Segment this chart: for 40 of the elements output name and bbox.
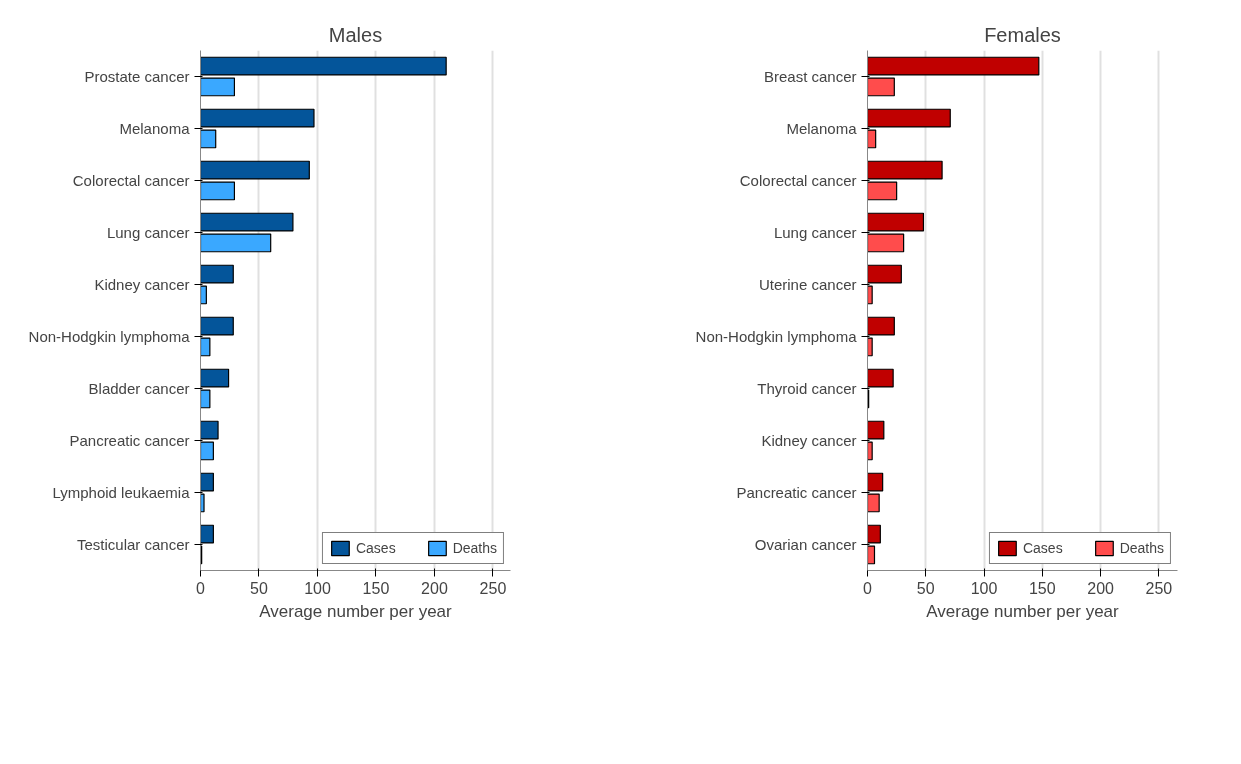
- chart-title: Females: [984, 23, 1061, 46]
- legend-label: Cases: [355, 540, 396, 556]
- chart-title: Males: [328, 23, 383, 46]
- y-tick-label: Non-Hodgkin lymphoma: [695, 328, 858, 345]
- x-tick-label: 100: [304, 579, 331, 597]
- y-tick-label: Lung cancer: [773, 224, 857, 241]
- x-tick-label: 100: [970, 579, 998, 597]
- y-tick-label: Ovarian cancer: [754, 536, 857, 553]
- y-tick-label: Testicular cancer: [76, 536, 190, 553]
- y-tick-label: Colorectal cancer: [739, 172, 857, 189]
- x-tick-label: 200: [421, 579, 448, 597]
- y-tick-label: Uterine cancer: [758, 276, 857, 293]
- y-tick-label: Lung cancer: [106, 224, 190, 241]
- y-tick-label: Breast cancer: [763, 68, 857, 85]
- y-tick-label: Prostate cancer: [84, 68, 190, 85]
- x-tick-label: 150: [1028, 579, 1056, 597]
- legend-label: Cases: [1022, 540, 1063, 556]
- x-tick-label: 250: [1145, 579, 1173, 597]
- x-tick-label: 200: [1087, 579, 1115, 597]
- x-axis-title: Average number per year: [926, 601, 1120, 621]
- y-tick-label: Non-Hodgkin lymphoma: [28, 328, 191, 345]
- x-tick-label: 250: [479, 579, 507, 597]
- y-tick-label: Bladder cancer: [88, 380, 190, 397]
- x-tick-label: 50: [250, 579, 268, 597]
- x-axis-title: Average number per year: [259, 601, 453, 621]
- x-tick-label: 50: [916, 579, 935, 597]
- y-tick-label: Kidney cancer: [94, 276, 190, 293]
- y-tick-label: Thyroid cancer: [757, 380, 857, 397]
- y-tick-label: Kidney cancer: [761, 432, 857, 449]
- legend-label: Deaths: [452, 540, 497, 556]
- x-tick-label: 0: [863, 579, 873, 597]
- y-tick-label: Pancreatic cancer: [69, 432, 190, 449]
- x-tick-label: 150: [362, 579, 390, 597]
- y-tick-label: Pancreatic cancer: [736, 484, 857, 501]
- y-tick-label: Melanoma: [786, 120, 858, 137]
- y-tick-label: Colorectal cancer: [72, 172, 190, 189]
- legend-label: Deaths: [1119, 540, 1164, 556]
- y-tick-label: Melanoma: [119, 120, 191, 137]
- y-tick-label: Lymphoid leukaemia: [52, 484, 191, 501]
- x-tick-label: 0: [196, 579, 206, 597]
